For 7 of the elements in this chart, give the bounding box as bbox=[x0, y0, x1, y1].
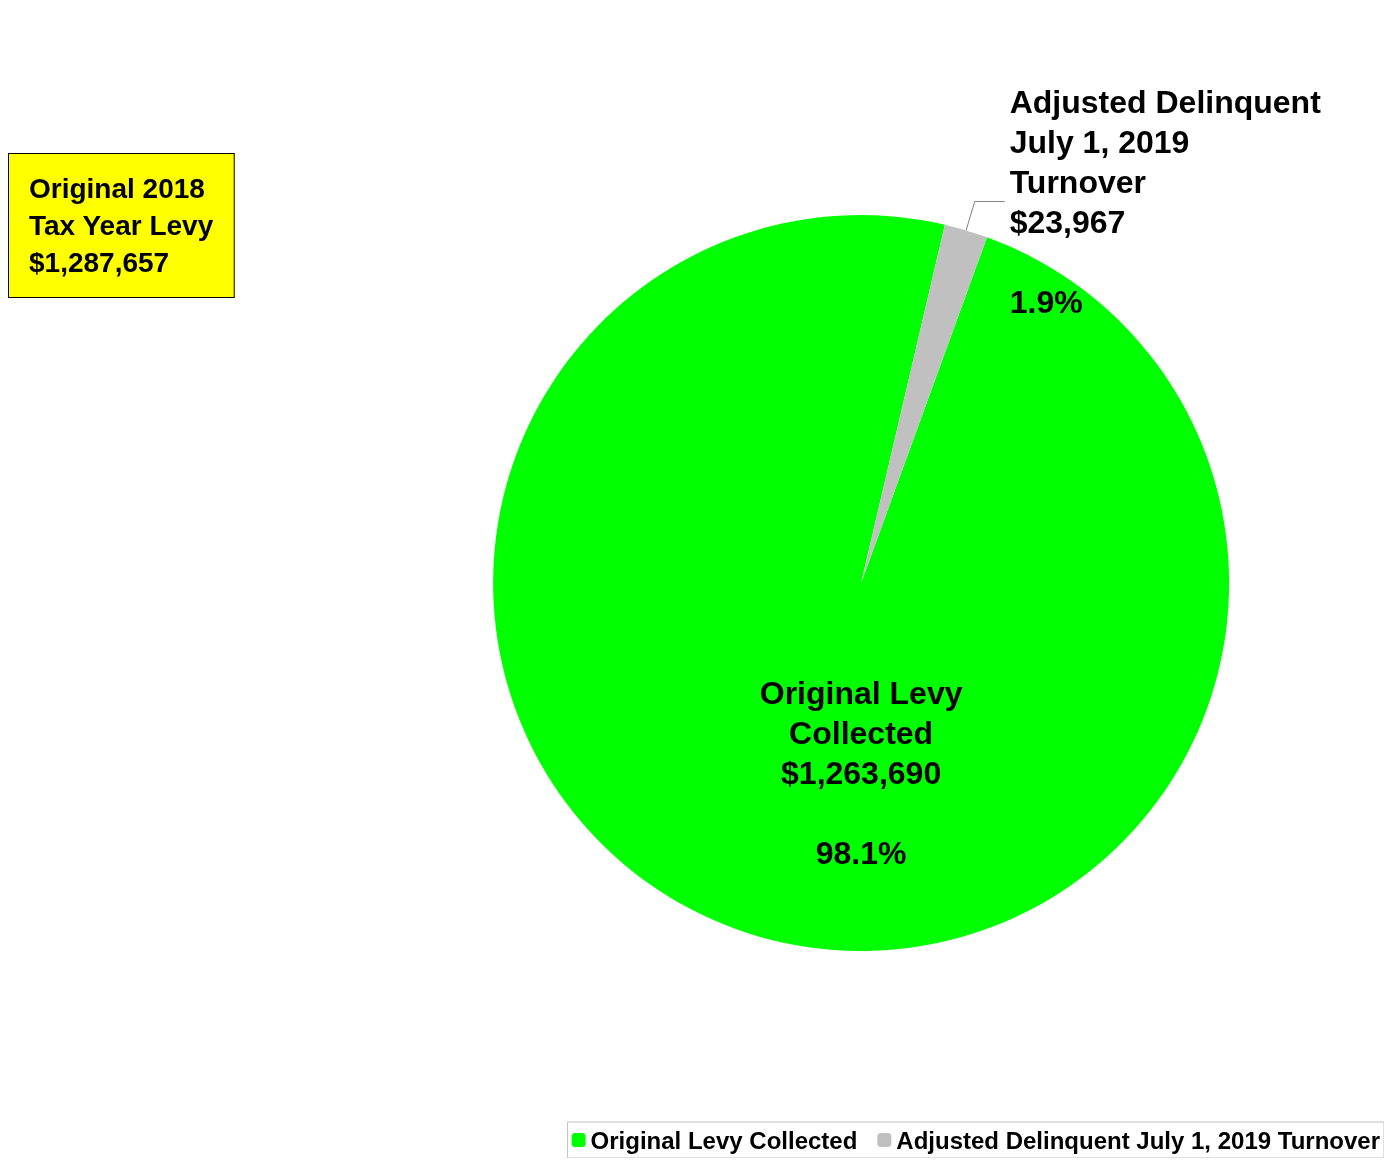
slice-label: Original Levy Collected bbox=[759, 675, 963, 751]
text: $23,967 1.9% bbox=[1009, 203, 1126, 320]
text: $1,263,690 98.1% bbox=[781, 755, 942, 871]
legend-label: Adjusted Delinquent July 1, 2019 Turnover bbox=[896, 1126, 1380, 1154]
text: Original 2018 Tax Year Levy $1,287,657 bbox=[29, 173, 214, 278]
slice-label: Adjusted Delinquent July 1, 2019 Turnover bbox=[1009, 83, 1322, 200]
legend-label: Original Levy Collected bbox=[590, 1126, 858, 1154]
